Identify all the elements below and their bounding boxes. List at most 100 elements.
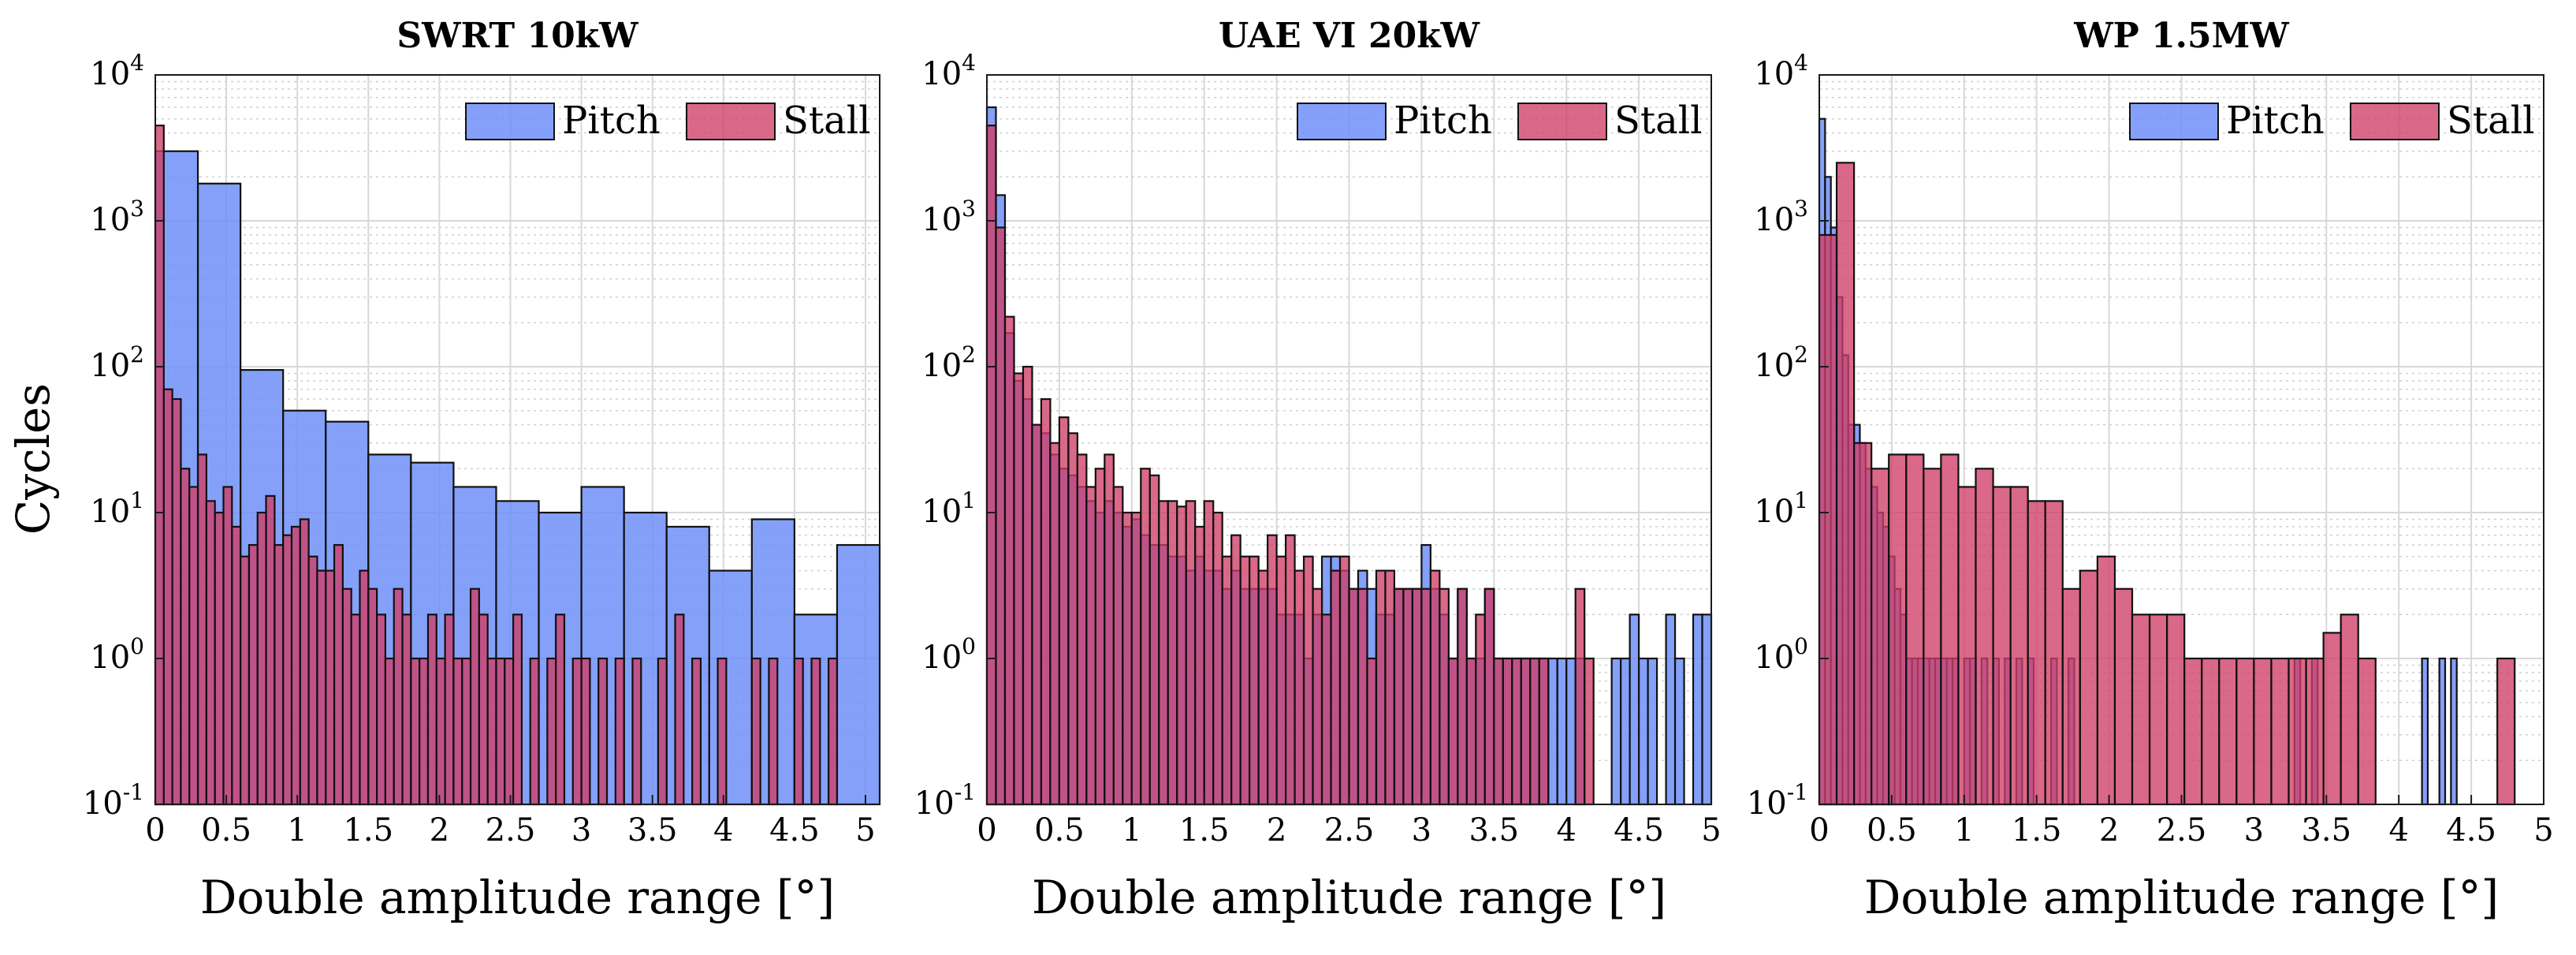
x-tick-label: 5: [855, 812, 875, 849]
bar-stall: [171, 397, 182, 806]
x-tick-label: 1: [1954, 812, 1974, 849]
bar-stall: [154, 125, 165, 806]
bar-stall: [1185, 500, 1197, 806]
bar-pitch: [1629, 614, 1640, 806]
bar-stall: [1203, 500, 1215, 806]
legend-label-stall: Stall: [2447, 99, 2535, 143]
bar-stall: [546, 657, 557, 806]
bar-stall: [512, 614, 523, 806]
x-tick-label: 2.5: [486, 812, 536, 849]
chart-panel-1: 0 0.5 1 1.5 2 2.5 3 3.5 4 4.5 5 10-1 100 101 102 103 104…: [83, 16, 881, 924]
bar-stall: [2148, 614, 2168, 806]
bar-stall: [2009, 486, 2029, 806]
bar-stall: [1871, 468, 1890, 806]
chart-title: WP 1.5MW: [2073, 16, 2289, 56]
x-tick-label: 2.5: [1324, 812, 1375, 849]
bar-stall: [2079, 569, 2098, 806]
bar-stall: [995, 226, 1007, 806]
bar-stall: [1249, 555, 1260, 806]
y-tick-label: 103: [90, 196, 144, 238]
bar-stall: [2270, 657, 2290, 806]
bar-stall: [571, 657, 583, 806]
bar-stall: [359, 569, 370, 806]
bar-stall: [1239, 555, 1251, 806]
bar-stall: [419, 657, 430, 806]
x-tick-label: 4: [2388, 812, 2408, 849]
x-tick-label: 4.5: [1614, 812, 1664, 849]
x-tick-label: 1: [287, 812, 307, 849]
bar-pitch: [836, 543, 881, 806]
bar-stall: [529, 657, 540, 806]
bar-pitch: [1565, 657, 1576, 806]
y-tick-label: 101: [90, 487, 144, 530]
legend-swatch-pitch: [465, 103, 555, 140]
bar-stall: [265, 494, 276, 806]
bar-stall: [214, 511, 225, 806]
bar-pitch: [1673, 657, 1685, 806]
bar-pitch: [2421, 657, 2429, 806]
bar-stall: [1022, 365, 1033, 806]
bar-pitch: [1692, 614, 1703, 806]
bar-stall: [222, 486, 233, 806]
bar-stall: [1031, 423, 1043, 806]
x-tick-label: 3.5: [2301, 812, 2351, 849]
y-tick-label: 102: [921, 341, 976, 384]
legend-label-stall: Stall: [783, 99, 871, 143]
bar-stall: [1439, 588, 1450, 806]
bar-stall: [2288, 657, 2307, 806]
bar-stall: [657, 657, 668, 806]
x-tick-label: 4.5: [2446, 812, 2496, 849]
bar-stall: [1212, 511, 1223, 806]
legend-swatch-stall: [2350, 103, 2440, 140]
bar-stall: [750, 657, 761, 806]
bar-stall: [495, 657, 506, 806]
bar-stall: [1493, 657, 1504, 806]
legend-label-stall: Stall: [1614, 99, 1703, 143]
bar-stall: [2496, 657, 2516, 806]
bar-stall: [2131, 614, 2151, 806]
legend: Pitch Stall: [1297, 99, 1703, 143]
bar-stall: [162, 388, 173, 806]
bar-stall: [376, 614, 387, 806]
x-tick-label: 1.5: [343, 812, 393, 849]
axes-frame: [154, 74, 880, 805]
bar-stall: [2044, 500, 2064, 806]
bar-stall: [240, 555, 251, 806]
bar-stall: [316, 569, 327, 806]
bar-pitch: [1610, 657, 1622, 806]
x-tick-label: 4.5: [769, 812, 820, 849]
y-tick-label: 100: [1754, 633, 1808, 676]
bar-stall: [341, 588, 352, 806]
bar-stall: [2027, 500, 2046, 806]
bar-stall: [1040, 397, 1052, 806]
series-stall: [1818, 162, 2516, 806]
legend-label-pitch: Pitch: [562, 99, 661, 143]
x-tick-label: 1: [1122, 812, 1141, 849]
bar-stall: [597, 657, 609, 806]
y-tick-label: 10-1: [83, 779, 144, 822]
bar-pitch: [1547, 657, 1558, 806]
bar-stall: [2322, 632, 2342, 806]
bar-stall: [1085, 486, 1096, 806]
bar-stall: [1338, 555, 1350, 806]
bar-stall: [1348, 588, 1360, 806]
bar-stall: [180, 468, 191, 806]
bar-stall: [1366, 657, 1378, 806]
bar-stall: [325, 569, 336, 806]
bar-stall: [717, 657, 728, 806]
bar-stall: [1221, 555, 1233, 806]
y-tick-label: 101: [921, 487, 976, 530]
bar-stall: [1158, 500, 1169, 806]
chart-title: SWRT 10kW: [396, 16, 638, 56]
x-tick-label: 2.5: [2157, 812, 2207, 849]
bar-pitch: [1647, 657, 1658, 806]
x-tick-label: 3.5: [1469, 812, 1519, 849]
bar-stall: [1067, 432, 1078, 806]
bar-stall: [188, 486, 199, 806]
bar-stall: [1194, 525, 1205, 806]
y-tick-label: 10-1: [914, 779, 976, 822]
bar-stall: [478, 614, 489, 806]
bar-stall: [307, 555, 318, 806]
chart-panel-3: 0 0.5 1 1.5 2 2.5 3 3.5 4 4.5 5 10-1 100 101 102 103 104…: [1747, 16, 2554, 924]
